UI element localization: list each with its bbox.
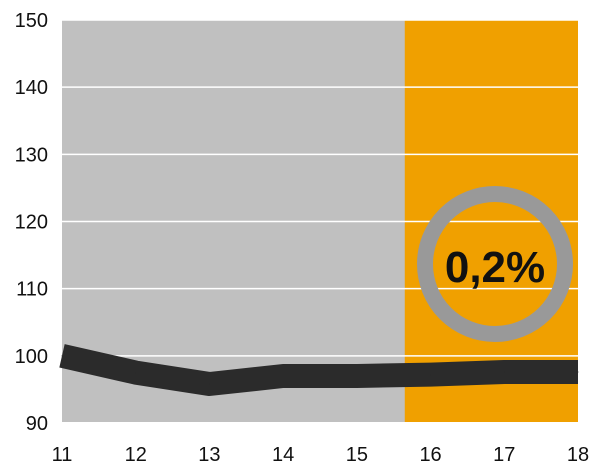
x-tick-label: 15 — [346, 444, 368, 464]
callout-ring — [417, 186, 573, 342]
y-tick-label: 140 — [15, 77, 48, 99]
data-point — [503, 371, 505, 373]
callout-badge: 0,2% — [417, 186, 573, 342]
x-tick-label: 11 — [52, 444, 73, 464]
y-tick-label: 150 — [15, 10, 48, 32]
x-tick-label: 12 — [125, 444, 147, 464]
series-line — [59, 344, 578, 396]
x-axis-ticks: 11 12 13 14 15 16 17 18 — [52, 444, 590, 464]
y-axis-ticks: 90 100 110 120 130 140 150 — [15, 10, 48, 435]
data-point — [61, 355, 63, 357]
y-tick-label: 90 — [26, 413, 48, 435]
y-tick-label: 130 — [15, 144, 48, 166]
data-point — [208, 383, 210, 385]
x-tick-label: 17 — [493, 444, 515, 464]
gridlines — [62, 19, 578, 424]
data-point — [356, 375, 358, 377]
x-tick-label: 13 — [198, 444, 220, 464]
y-tick-label: 110 — [16, 279, 48, 301]
x-tick-label: 14 — [272, 444, 294, 464]
y-tick-label: 100 — [15, 346, 48, 368]
data-point — [577, 371, 579, 373]
data-point — [282, 375, 284, 377]
y-tick-label: 120 — [15, 212, 48, 234]
x-tick-label: 18 — [567, 444, 589, 464]
data-point — [135, 372, 137, 374]
callout-label: 0,2% — [445, 243, 545, 292]
series-group — [59, 344, 579, 396]
x-tick-label: 16 — [419, 444, 441, 464]
data-point — [430, 374, 432, 376]
